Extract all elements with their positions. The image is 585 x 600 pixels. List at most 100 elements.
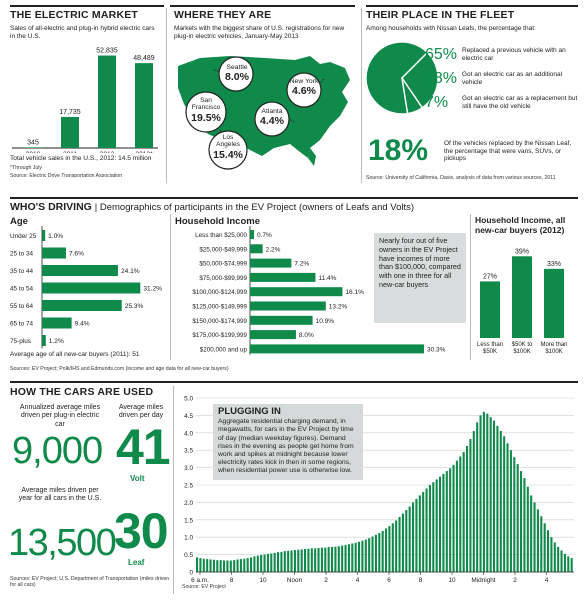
- market-bar-label: 48,489: [133, 55, 155, 62]
- plug-bar: [347, 544, 350, 572]
- plug-bar: [412, 502, 415, 572]
- all-income-bar: [512, 256, 532, 338]
- plug-bar: [199, 558, 202, 572]
- age-category-label: 25 to 34: [10, 251, 34, 258]
- plug-bar: [462, 451, 465, 572]
- city-new-york: New York 4.6%: [289, 78, 319, 97]
- age-bar: [42, 247, 66, 259]
- plug-xtick-label: 6: [387, 577, 391, 584]
- plug-bar: [226, 560, 229, 572]
- plug-bar: [415, 498, 418, 572]
- plug-ytick-label: 5.0: [184, 396, 193, 403]
- market-source: Source: Electric Drive Transportation As…: [10, 173, 123, 179]
- plug-bar: [196, 557, 199, 572]
- age-bar-label: 1.0%: [48, 233, 63, 240]
- plug-bar: [202, 558, 205, 572]
- income-bar-chart: Less than $25,000 0.7% $25,000-$49,999 2.2%…: [192, 226, 446, 355]
- income-bar-label: 2.2%: [266, 246, 281, 253]
- age-bar-label: 7.6%: [69, 251, 84, 258]
- plug-bar: [310, 548, 313, 572]
- plug-bar: [526, 486, 529, 572]
- used-title: HOW THE CARS ARE USED: [10, 386, 154, 398]
- market-bar: [135, 63, 153, 148]
- income-title: Household Income: [175, 216, 260, 227]
- plug-bar: [216, 560, 219, 572]
- plug-xtick-label: 4: [356, 577, 360, 584]
- plug-bar: [378, 533, 381, 572]
- income-bar: [250, 344, 424, 354]
- plug-bar: [385, 528, 388, 572]
- plug-bar: [354, 542, 357, 572]
- plug-xtick-label: 4: [545, 577, 549, 584]
- plug-bar: [476, 422, 479, 572]
- daily-label: Average miles driven per day: [118, 404, 164, 420]
- market-title: THE ELECTRIC MARKET: [10, 9, 139, 21]
- age-category-label: 45 to 54: [10, 286, 34, 293]
- plug-bar: [320, 547, 323, 572]
- plug-ytick-label: 3.5: [184, 448, 193, 455]
- plug-ytick-label: 2.5: [184, 483, 193, 490]
- plug-bar: [408, 506, 411, 572]
- age-title: Age: [10, 216, 28, 227]
- age-bar-label: 31.2%: [143, 286, 162, 293]
- us-map: [178, 56, 350, 170]
- plug-bar: [236, 559, 239, 572]
- plug-bar: [364, 539, 367, 572]
- plug-bar: [327, 546, 330, 572]
- plug-bar: [398, 517, 401, 572]
- city-san-francisco: San Francisco 19.5%: [191, 97, 221, 124]
- driving-header: WHO'S DRIVING | Demographics of particip…: [10, 201, 415, 213]
- plug-bar: [368, 538, 371, 572]
- age-bar-label: 1.2%: [49, 338, 64, 345]
- all-income-bar-label: 33%: [547, 261, 561, 268]
- plug-bar: [435, 479, 438, 572]
- plug-bar: [374, 534, 377, 572]
- plug-ytick-label: 1.5: [184, 517, 193, 524]
- age-category-label: 75-plus: [10, 338, 31, 345]
- age-bar-chart: Under 25 1.0% 25 to 34 7.6% 35 to 44 24.1% 45 …: [10, 226, 162, 349]
- market-tick-label: 2013*: [136, 151, 153, 153]
- income-bar: [250, 230, 255, 239]
- plug-bar: [405, 510, 408, 572]
- plug-bar: [266, 553, 269, 572]
- age-bar-label: 9.4%: [75, 321, 90, 328]
- plug-bar: [391, 523, 394, 572]
- where-desc: Markets with the biggest share of U.S. r…: [174, 25, 345, 40]
- plug-bar: [428, 485, 431, 572]
- market-desc: Sales of all-electric and plug-in hybrid…: [10, 25, 155, 40]
- plug-bar: [503, 436, 506, 572]
- income-bar: [250, 258, 292, 268]
- market-bar: [61, 116, 79, 148]
- all-income-bar: [480, 281, 500, 338]
- income-category-label: $200,000 and up: [200, 346, 248, 353]
- plug-bar: [324, 547, 327, 572]
- plug-bar: [219, 560, 222, 572]
- age-category-label: Under 25: [10, 233, 37, 240]
- plug-bar: [513, 457, 516, 572]
- plug-bar: [567, 556, 570, 572]
- income-bar-label: 7.2%: [294, 261, 309, 268]
- fleet-pie-slice: [401, 77, 424, 115]
- income-bar-label: 11.4%: [318, 275, 336, 282]
- city-seattle: Seattle 8.0%: [225, 64, 249, 83]
- income-bar-label: 30.3%: [427, 346, 446, 353]
- city-atlanta: Atlanta 4.4%: [260, 108, 284, 127]
- age-bar: [42, 282, 141, 294]
- income-bar-label: 13.2%: [329, 304, 348, 311]
- plug-bar: [358, 541, 361, 572]
- plug-bar: [280, 551, 283, 572]
- all-income-tick-label: Less than: [477, 342, 503, 348]
- plug-xtick-label: 6 a.m.: [191, 577, 209, 584]
- plug-bar: [263, 554, 266, 572]
- all-income-tick-label: More than: [540, 342, 567, 348]
- plug-bar: [425, 488, 428, 572]
- fleet-pie-slice: [365, 41, 429, 115]
- all-cars-label: Average miles driven per year for all ca…: [18, 487, 102, 503]
- all-income-bar: [544, 268, 564, 338]
- plug-xtick-label: 8: [230, 577, 234, 584]
- plug-ytick-label: 1.0: [184, 535, 193, 542]
- age-category-label: 35 to 44: [10, 268, 34, 275]
- plug-ytick-label: 3.0: [184, 465, 193, 472]
- age-bar: [42, 300, 122, 311]
- volt-value: 41: [116, 419, 171, 475]
